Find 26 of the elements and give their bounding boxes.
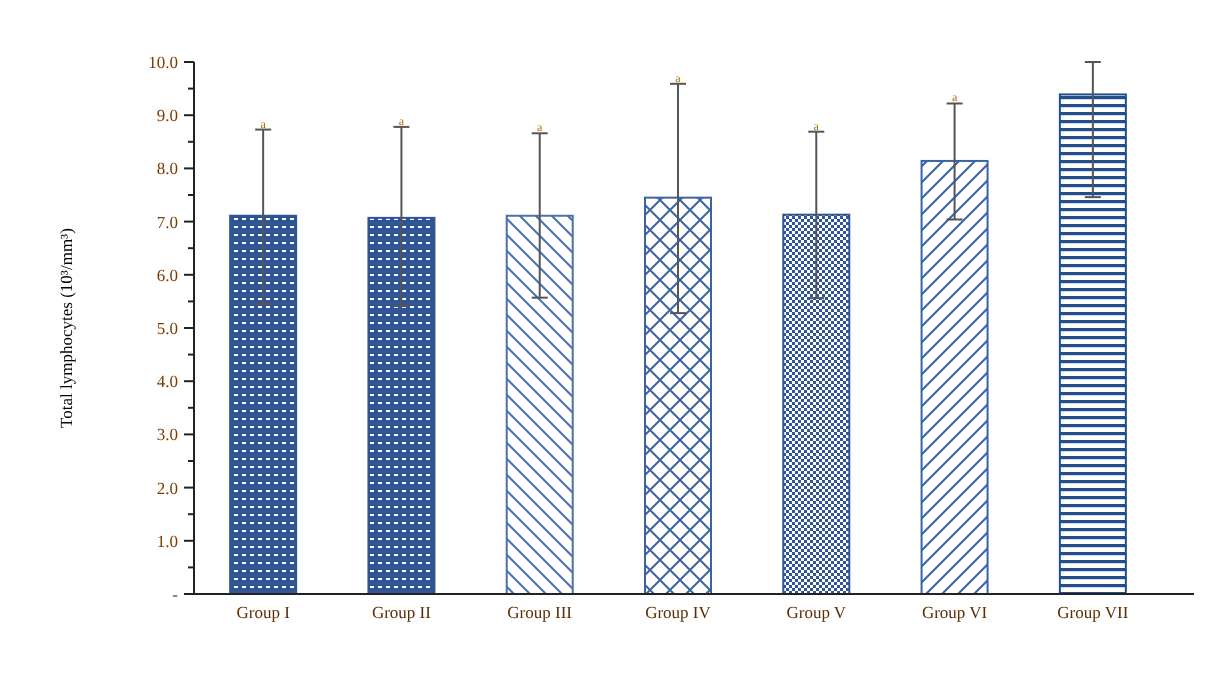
bar <box>229 214 298 595</box>
y-tick-label: 1.0 <box>156 530 178 551</box>
y-axis-title: Total lymphocytes (10³/mm³) <box>56 227 76 428</box>
y-tick-label: 8.0 <box>156 158 178 179</box>
bar <box>505 214 574 595</box>
x-tick-label: Group V <box>786 602 848 622</box>
x-tick-label: Group II <box>371 602 432 622</box>
y-tick-label: 4.0 <box>156 371 178 392</box>
bar <box>1058 93 1127 595</box>
x-tick-label: Group IV <box>645 602 713 622</box>
bar <box>782 213 851 595</box>
y-tick-label: 3.0 <box>156 424 178 445</box>
x-tick-label: Group III <box>507 602 573 622</box>
y-tick-label: 6.0 <box>156 264 178 285</box>
x-tick-label: Group VI <box>921 602 988 622</box>
y-tick-label: 7.0 <box>156 211 178 232</box>
y-tick-label: 9.0 <box>156 105 178 126</box>
x-tick-label: Group I <box>236 602 291 622</box>
x-tick-label: Group VII <box>1057 602 1129 622</box>
y-tick-label: - <box>172 583 179 604</box>
y-tick-label: 2.0 <box>156 477 178 498</box>
y-tick-label: 5.0 <box>156 317 178 338</box>
bar <box>644 196 712 595</box>
bar <box>367 216 436 595</box>
bar <box>920 159 989 595</box>
y-tick-label: 10.0 <box>148 51 178 72</box>
